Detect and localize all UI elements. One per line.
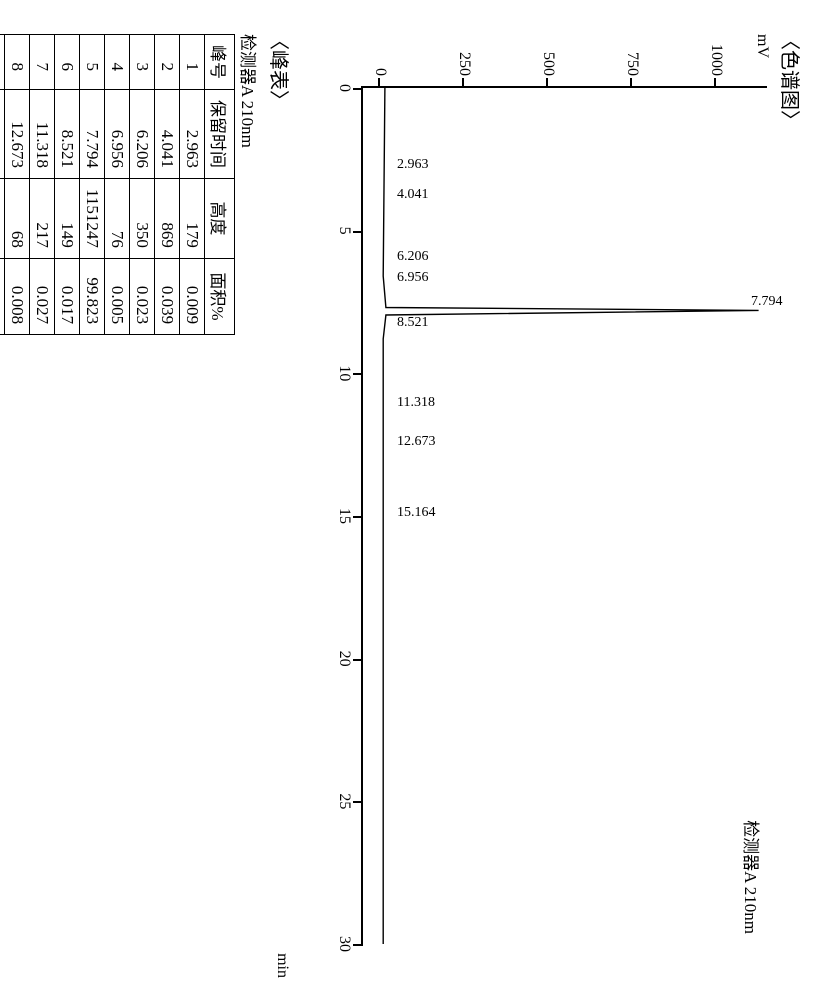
- table-header: 峰号: [205, 35, 235, 90]
- table-row: 24.0418690.039: [155, 35, 180, 335]
- y-axis-unit: mV: [753, 34, 771, 58]
- peak-label: 15.164: [397, 505, 436, 521]
- y-tick-label: 250: [455, 52, 473, 88]
- table-row: 57.794115124799.823: [80, 35, 105, 335]
- table-header: 面积%: [205, 258, 235, 334]
- peak-label: 8.521: [397, 315, 429, 331]
- x-tick-label: 10: [335, 365, 363, 381]
- peak-label: 6.956: [397, 270, 429, 286]
- table-row: 12.9631790.009: [180, 35, 205, 335]
- table-header: 高度: [205, 179, 235, 259]
- table-header: 保留时间: [205, 90, 235, 179]
- table-row: 915.1643330.049: [0, 35, 5, 335]
- x-axis-unit: min: [273, 953, 291, 978]
- chromatogram-title: 〈色谱图〉: [777, 30, 806, 976]
- y-tick-label: 500: [539, 52, 557, 88]
- y-tick-label: 750: [623, 52, 641, 88]
- y-tick-label: 1000: [708, 44, 726, 88]
- table-row: 711.3182170.027: [30, 35, 55, 335]
- peak-label: 4.041: [397, 187, 429, 203]
- table-row: 46.956760.005: [105, 35, 130, 335]
- peak-label: 6.206: [397, 249, 429, 265]
- peak-table: 峰号保留时间高度面积%12.9631790.00924.0418690.0393…: [0, 34, 235, 335]
- table-row: 36.2063500.023: [130, 35, 155, 335]
- table-row: 68.5211490.017: [55, 35, 80, 335]
- table-row: 812.673680.008: [5, 35, 30, 335]
- peak-label: 7.794: [751, 294, 783, 310]
- x-tick-label: 5: [335, 227, 363, 235]
- x-tick-label: 20: [335, 651, 363, 667]
- peak-label: 11.318: [397, 395, 435, 411]
- peak-table-detector: 检测器A 210nm: [237, 34, 262, 976]
- chromatogram-chart: mV 检测器A 210nm 02505007501000051015202530…: [313, 34, 773, 974]
- y-tick-label: 0: [371, 68, 389, 88]
- x-tick-label: 0: [335, 84, 363, 92]
- x-tick-label: 30: [335, 936, 363, 952]
- peak-label: 12.673: [397, 434, 436, 450]
- peak-label: 2.963: [397, 157, 429, 173]
- x-tick-label: 25: [335, 793, 363, 809]
- x-tick-label: 15: [335, 508, 363, 524]
- peak-table-title: 〈峰表〉: [266, 30, 295, 976]
